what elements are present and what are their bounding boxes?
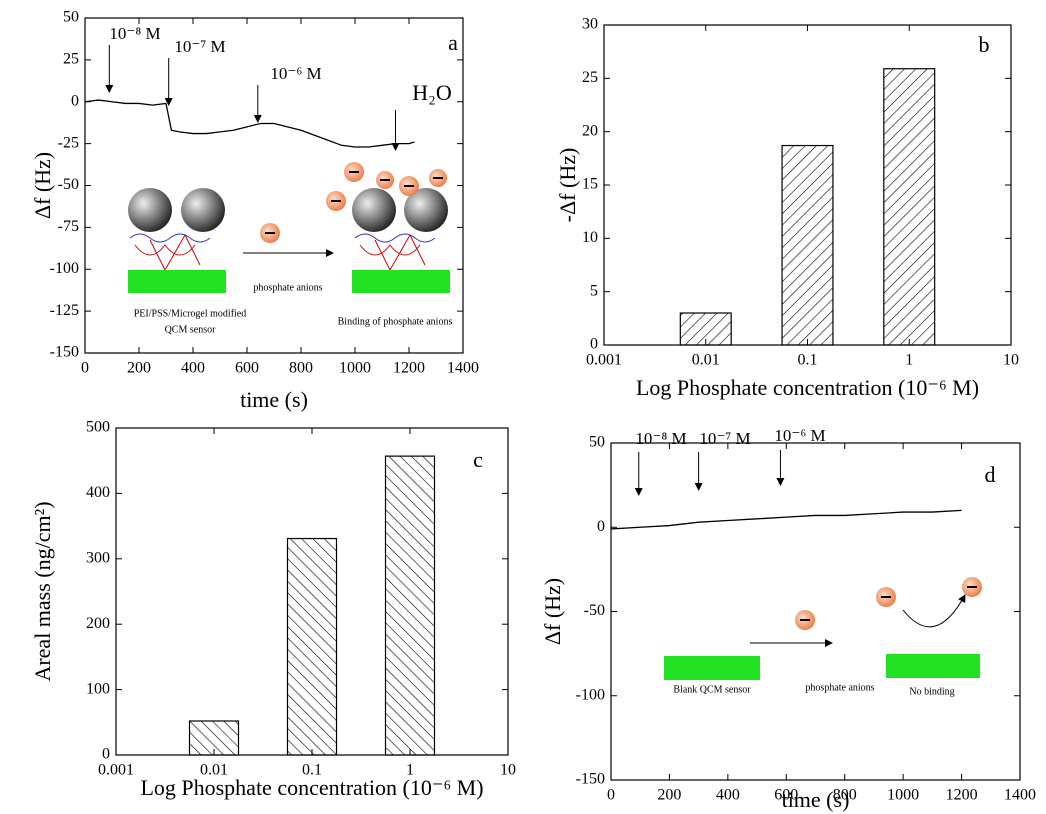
x-tick-label: 600 [774,787,798,804]
x-tick-label: 1200 [393,360,425,377]
bar [781,144,834,346]
bar [384,455,436,756]
inset-diagram-a [128,162,450,293]
x-axis-label: time (s) [782,787,850,812]
annotation: 10⁻⁷ M [174,37,225,56]
x-tick-label: 1 [406,762,414,779]
y-tick-label: 30 [582,16,598,33]
bar [883,68,936,346]
x-tick-label: 600 [235,360,259,377]
y-tick-label: -50 [584,602,605,619]
x-tick-label: 200 [127,360,151,377]
x-tick-label: 0.1 [798,352,818,369]
panel-label: d [985,462,996,487]
y-axis-label: Δf (Hz) [540,578,565,645]
y-tick-label: -100 [50,260,79,277]
x-tick-label: 200 [657,787,681,804]
y-tick-label: 10 [582,229,598,246]
y-tick-label: -125 [50,302,79,319]
x-tick-label: 800 [833,787,857,804]
x-tick-label: 400 [716,787,740,804]
x-tick-label: 0.01 [692,352,720,369]
bar [188,720,240,756]
x-tick-label: 1200 [946,787,978,804]
y-tick-label: 25 [582,69,598,86]
panel-label: c [473,447,483,472]
x-tick-label: 10 [1003,352,1019,369]
inset-label: Binding of phosphate anions [338,316,453,327]
panel-label: a [448,30,458,55]
plot-frame [610,442,1021,781]
x-tick-label: 1 [905,352,913,369]
annotation: 10⁻⁸ M [635,429,686,448]
annotation: H₂O [412,80,451,105]
x-tick-label: 0 [81,360,89,377]
x-tick-label: 0.001 [586,352,622,369]
data-line [610,509,962,530]
y-tick-label: 25 [63,51,79,68]
annotation: 10⁻⁶ M [774,426,825,445]
x-tick-label: 1000 [887,787,919,804]
x-tick-label: 0.1 [302,762,322,779]
x-tick-label: 1400 [447,360,479,377]
inset-diagram-d [664,577,982,680]
y-tick-label: 15 [582,176,598,193]
y-tick-label: 0 [102,746,110,763]
bar [286,537,338,756]
inset-label: No binding [909,686,954,697]
y-tick-label: 50 [63,9,79,26]
annotation: 10⁻⁷ M [699,429,750,448]
y-tick-label: 200 [86,615,110,632]
y-tick-label: -100 [576,686,605,703]
x-tick-label: 0.01 [200,762,228,779]
y-tick-label: 0 [590,336,598,353]
panel-label: b [979,32,990,57]
y-tick-label: -75 [58,218,79,235]
x-tick-label: 1400 [1004,787,1036,804]
inset-label: QCM sensor [165,324,217,335]
annotation: 10⁻⁶ M [270,64,321,83]
x-tick-label: 0.001 [98,762,134,779]
y-tick-label: -25 [58,134,79,151]
annotation: 10⁻⁸ M [109,24,160,43]
y-tick-label: 400 [86,484,110,501]
inset-label: Blank QCM sensor [673,684,751,695]
x-tick-label: 400 [181,360,205,377]
x-axis-label: Log Phosphate concentration (10⁻⁶ M) [140,775,483,800]
y-axis-label: Δf (Hz) [30,152,55,219]
x-axis-label: time (s) [240,387,308,412]
x-axis-label: Log Phosphate concentration (10⁻⁶ M) [636,375,979,400]
x-tick-label: 10 [500,762,516,779]
y-tick-label: 0 [71,92,79,109]
inset-label: phosphate anions [253,282,322,293]
y-tick-label: -150 [576,771,605,788]
x-tick-label: 1000 [339,360,371,377]
y-tick-label: 50 [589,434,605,451]
y-axis-label: -Δf (Hz) [555,148,580,223]
y-axis-label: Areal mass (ng/cm²) [30,501,55,681]
y-tick-label: 20 [582,122,598,139]
data-line [84,99,415,148]
y-tick-label: 100 [86,680,110,697]
y-tick-label: 500 [86,419,110,436]
x-tick-label: 0 [607,787,615,804]
y-tick-label: 0 [597,518,605,535]
inset-label: PEI/PSS/Microgel modified [134,308,247,319]
inset-label: phosphate anions [805,682,874,693]
x-tick-label: 800 [289,360,313,377]
bar [679,312,732,346]
y-tick-label: -150 [50,344,79,361]
y-tick-label: -50 [58,176,79,193]
y-tick-label: 300 [86,549,110,566]
y-tick-label: 5 [590,282,598,299]
